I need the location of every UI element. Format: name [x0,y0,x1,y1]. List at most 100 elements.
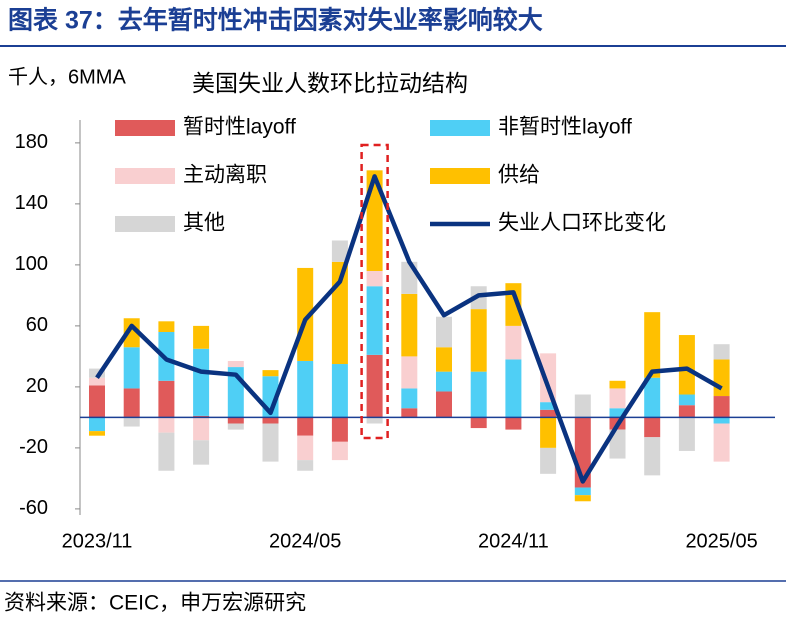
bar-segment [678,417,695,451]
bar-segment [436,347,452,372]
bar-segment [436,391,452,418]
bar-segment [227,417,244,424]
y-tick-label: 180 [15,131,48,153]
bar-segment [366,417,383,424]
bar-segment [89,385,105,418]
bar-segment [401,388,418,409]
bar-segment [158,321,175,332]
bar-segment [401,408,418,418]
bar-segment [574,394,591,418]
bar-segment [331,417,348,442]
y-tick-label: 20 [26,375,48,397]
line [95,174,723,484]
bar-segment [297,360,314,418]
bar-segment [89,368,105,378]
y-tick-label: 140 [15,192,48,214]
legend-label: 失业人口环比变化 [498,212,666,235]
bar-segment [609,408,626,418]
x-tick-label: 2024/05 [269,530,341,552]
bar-segment [678,335,695,395]
bar-segment [574,487,591,496]
bar-segment [540,417,557,448]
legend-label: 供给 [498,164,540,187]
legend-swatch [115,168,175,184]
bar-segment [89,377,105,386]
bar-segment [123,388,140,418]
legend-swatch [115,120,175,136]
bar-segment [262,370,279,377]
chart-title: 美国失业人数环比拉动结构 [192,70,468,96]
bar-segment [227,423,244,430]
figure-title: 图表 37：去年暂时性冲击因素对失业率影响较大 [8,6,543,35]
bar-segment [123,318,140,348]
bar-segment [713,417,730,424]
bar-segment [609,429,626,459]
bar-segment [540,353,557,403]
bar-segment [193,417,210,441]
bar-segment [540,447,557,474]
bar-segment [609,380,626,389]
bar-segment [331,364,348,418]
bar-segment [540,409,557,418]
bar-segment [713,359,730,397]
bar-segment [609,388,626,409]
legend-label: 其他 [183,212,225,235]
bar-segment [262,417,279,424]
y-tick-label: -60 [19,497,48,519]
legend-label: 暂时性layoff [183,116,296,139]
y-tick-label: 60 [26,314,48,336]
source: 资料来源：CEIC，申万宏源研究 [4,592,306,615]
bar-segment [193,440,210,465]
bar-segment [505,325,522,360]
bar-segment [401,293,418,357]
x-tick-label: 2024/11 [478,530,549,552]
bar-segment [713,423,730,462]
bar-segment [540,402,557,410]
units-label: 千人，6MMA [8,65,126,88]
bar-segment [331,441,348,461]
bar-segment [193,415,210,418]
highlight-box [360,143,389,440]
bar-segment [89,417,105,432]
bar-segment [158,432,175,471]
bar-segment [436,371,452,392]
bar-segment [644,377,661,418]
y-tick-label: -20 [19,436,48,458]
bar-segment [366,270,383,287]
bar-segment [227,360,244,368]
bar-segment [436,316,452,348]
bar-segment [644,417,661,438]
bar-segment [193,348,210,416]
legend-swatch [115,216,175,232]
bar-segment [123,347,140,389]
bar-segment [574,495,591,502]
x-tick-label: 2023/11 [62,530,133,552]
bar-segment [713,396,730,418]
bar-segment [470,371,487,418]
bar-segment [158,380,175,418]
legend-label: 非暂时性layoff [498,116,632,139]
legend-label: 主动离职 [183,164,267,187]
bar-segment [678,394,695,406]
y-tick-label: 100 [15,253,48,275]
bar-segment [158,417,175,433]
bar-segment [89,431,105,436]
bar-segment [505,359,522,418]
bar-segment [297,417,314,436]
bar-segment [678,405,695,418]
legend-swatch [430,168,490,184]
x-tick-label: 2025/05 [685,530,757,552]
bar-segment [644,312,661,378]
bar-segment [505,417,522,430]
bar-segment [193,325,210,349]
bar-segment [366,286,383,355]
bar-segment [297,267,314,361]
bar-segment [366,354,383,418]
bar-segment [262,423,279,462]
bar-segment [297,435,314,461]
bar-segment [401,356,418,389]
bar-segment [123,417,140,427]
bar-segment [331,240,348,262]
bar-segment [470,417,487,429]
